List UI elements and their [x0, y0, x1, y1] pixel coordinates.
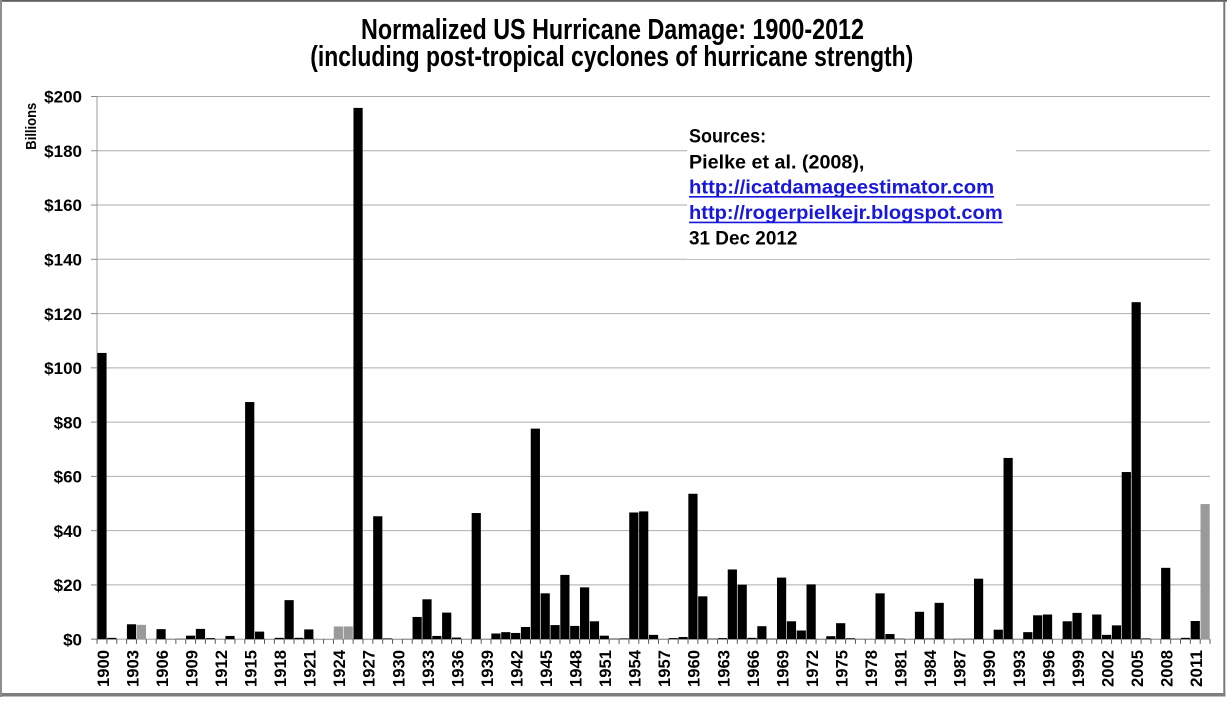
svg-text:2002: 2002 — [1098, 650, 1117, 687]
svg-text:1912: 1912 — [212, 650, 231, 687]
svg-text:1927: 1927 — [360, 650, 379, 687]
svg-text:1939: 1939 — [478, 650, 497, 687]
svg-text:1993: 1993 — [1010, 650, 1029, 687]
svg-text:http://rogerpielkejr.blogspot.: http://rogerpielkejr.blogspot.com — [689, 202, 1003, 224]
svg-text:1969: 1969 — [773, 650, 792, 687]
svg-text:1915: 1915 — [242, 650, 261, 687]
svg-text:1906: 1906 — [153, 650, 172, 687]
svg-text:$20: $20 — [54, 576, 82, 595]
svg-text:1999: 1999 — [1069, 650, 1088, 687]
svg-text:Pielke et al. (2008),: Pielke et al. (2008), — [689, 151, 864, 173]
svg-text:$200: $200 — [44, 88, 82, 107]
svg-text:1957: 1957 — [655, 650, 674, 687]
svg-text:1990: 1990 — [980, 650, 999, 687]
svg-text:1918: 1918 — [271, 650, 290, 687]
svg-text:$160: $160 — [44, 196, 82, 215]
svg-text:1909: 1909 — [182, 650, 201, 687]
svg-text:1930: 1930 — [389, 650, 408, 687]
svg-text:1924: 1924 — [330, 649, 349, 687]
svg-text:1921: 1921 — [301, 650, 320, 687]
svg-text:1984: 1984 — [921, 649, 940, 687]
svg-text:1975: 1975 — [832, 650, 851, 687]
svg-text:1972: 1972 — [803, 650, 822, 687]
svg-text:1945: 1945 — [537, 650, 556, 687]
svg-text:2005: 2005 — [1128, 650, 1147, 687]
svg-text:1987: 1987 — [951, 650, 970, 687]
svg-text:$180: $180 — [44, 142, 82, 161]
svg-text:1948: 1948 — [567, 650, 586, 687]
svg-text:1933: 1933 — [419, 650, 438, 687]
svg-text:http://icatdamageestimator.com: http://icatdamageestimator.com — [689, 177, 994, 199]
svg-text:1954: 1954 — [626, 649, 645, 687]
svg-text:$100: $100 — [44, 359, 82, 378]
svg-text:1981: 1981 — [892, 650, 911, 687]
svg-text:1996: 1996 — [1039, 650, 1058, 687]
svg-text:$80: $80 — [54, 413, 82, 432]
svg-text:2011: 2011 — [1187, 650, 1206, 687]
svg-text:1978: 1978 — [862, 650, 881, 687]
svg-text:1942: 1942 — [507, 650, 526, 687]
svg-text:$140: $140 — [44, 251, 82, 270]
svg-text:1951: 1951 — [596, 650, 615, 687]
svg-text:(including post-tropical cyclo: (including post-tropical cyclones of hur… — [310, 41, 913, 73]
svg-text:$0: $0 — [63, 630, 82, 649]
svg-text:1936: 1936 — [448, 650, 467, 687]
svg-text:Billions: Billions — [23, 103, 40, 150]
svg-text:$60: $60 — [54, 468, 82, 487]
svg-text:31 Dec 2012: 31 Dec 2012 — [689, 228, 798, 250]
svg-text:1960: 1960 — [685, 650, 704, 687]
svg-text:$40: $40 — [54, 522, 82, 541]
svg-text:1903: 1903 — [123, 650, 142, 687]
svg-text:1900: 1900 — [94, 650, 113, 687]
svg-text:1963: 1963 — [714, 650, 733, 687]
svg-text:$120: $120 — [44, 305, 82, 324]
svg-text:1966: 1966 — [744, 650, 763, 687]
svg-text:2008: 2008 — [1158, 650, 1177, 687]
svg-text:Sources:: Sources: — [689, 126, 766, 148]
